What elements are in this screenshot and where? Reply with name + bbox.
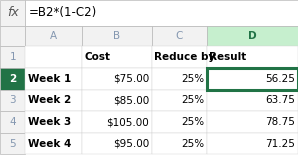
Text: 56.25: 56.25 [265, 74, 295, 84]
Text: 2: 2 [9, 74, 16, 84]
Bar [152, 111, 207, 133]
Bar [152, 68, 207, 90]
Bar [207, 26, 298, 46]
Text: 25%: 25% [181, 117, 204, 127]
Bar [207, 46, 298, 68]
Text: Week 3: Week 3 [28, 117, 71, 127]
Text: 71.25: 71.25 [265, 139, 295, 149]
Bar [152, 90, 207, 111]
Bar [207, 68, 298, 90]
Bar [207, 133, 298, 154]
Bar [152, 26, 207, 46]
Bar [25, 68, 82, 90]
Bar [0, 46, 25, 68]
Text: 63.75: 63.75 [265, 95, 295, 105]
Text: 78.75: 78.75 [265, 117, 295, 127]
Text: C: C [176, 31, 183, 41]
Bar [0, 0, 25, 26]
Text: 25%: 25% [181, 139, 204, 149]
Bar [152, 46, 207, 68]
Text: Reduce by: Reduce by [154, 52, 216, 62]
Bar [25, 90, 82, 111]
Text: 25%: 25% [181, 95, 204, 105]
Bar [0, 90, 25, 111]
Bar [207, 111, 298, 133]
Text: 3: 3 [9, 95, 16, 105]
Bar [25, 133, 82, 154]
Text: $105.00: $105.00 [106, 117, 149, 127]
Bar [82, 90, 152, 111]
Bar [82, 26, 152, 46]
Bar [82, 68, 152, 90]
Text: B: B [114, 31, 120, 41]
Bar [25, 46, 82, 68]
Bar [25, 26, 82, 46]
Bar [0, 68, 25, 90]
Bar [0, 26, 25, 46]
Text: Cost: Cost [84, 52, 110, 62]
Bar [0, 111, 25, 133]
Text: A: A [50, 31, 57, 41]
Bar [82, 46, 152, 68]
Text: Week 1: Week 1 [28, 74, 71, 84]
Bar [82, 111, 152, 133]
Text: 1: 1 [9, 52, 16, 62]
Text: 5: 5 [9, 139, 16, 149]
Text: Week 4: Week 4 [28, 139, 71, 149]
Text: $95.00: $95.00 [113, 139, 149, 149]
Text: $75.00: $75.00 [113, 74, 149, 84]
Text: D: D [248, 31, 257, 41]
Text: 4: 4 [9, 117, 16, 127]
Text: $85.00: $85.00 [113, 95, 149, 105]
Text: 56.25: 56.25 [265, 74, 295, 84]
Bar [82, 133, 152, 154]
Text: 25%: 25% [181, 74, 204, 84]
Bar [25, 111, 82, 133]
Text: =B2*(1-C2): =B2*(1-C2) [29, 6, 97, 19]
Bar [152, 133, 207, 154]
Text: fx: fx [7, 6, 18, 19]
Text: Result: Result [209, 52, 247, 62]
Bar [207, 68, 298, 90]
Text: Week 2: Week 2 [28, 95, 71, 105]
Bar [0, 133, 25, 154]
Bar [207, 90, 298, 111]
Bar [25, 0, 298, 26]
